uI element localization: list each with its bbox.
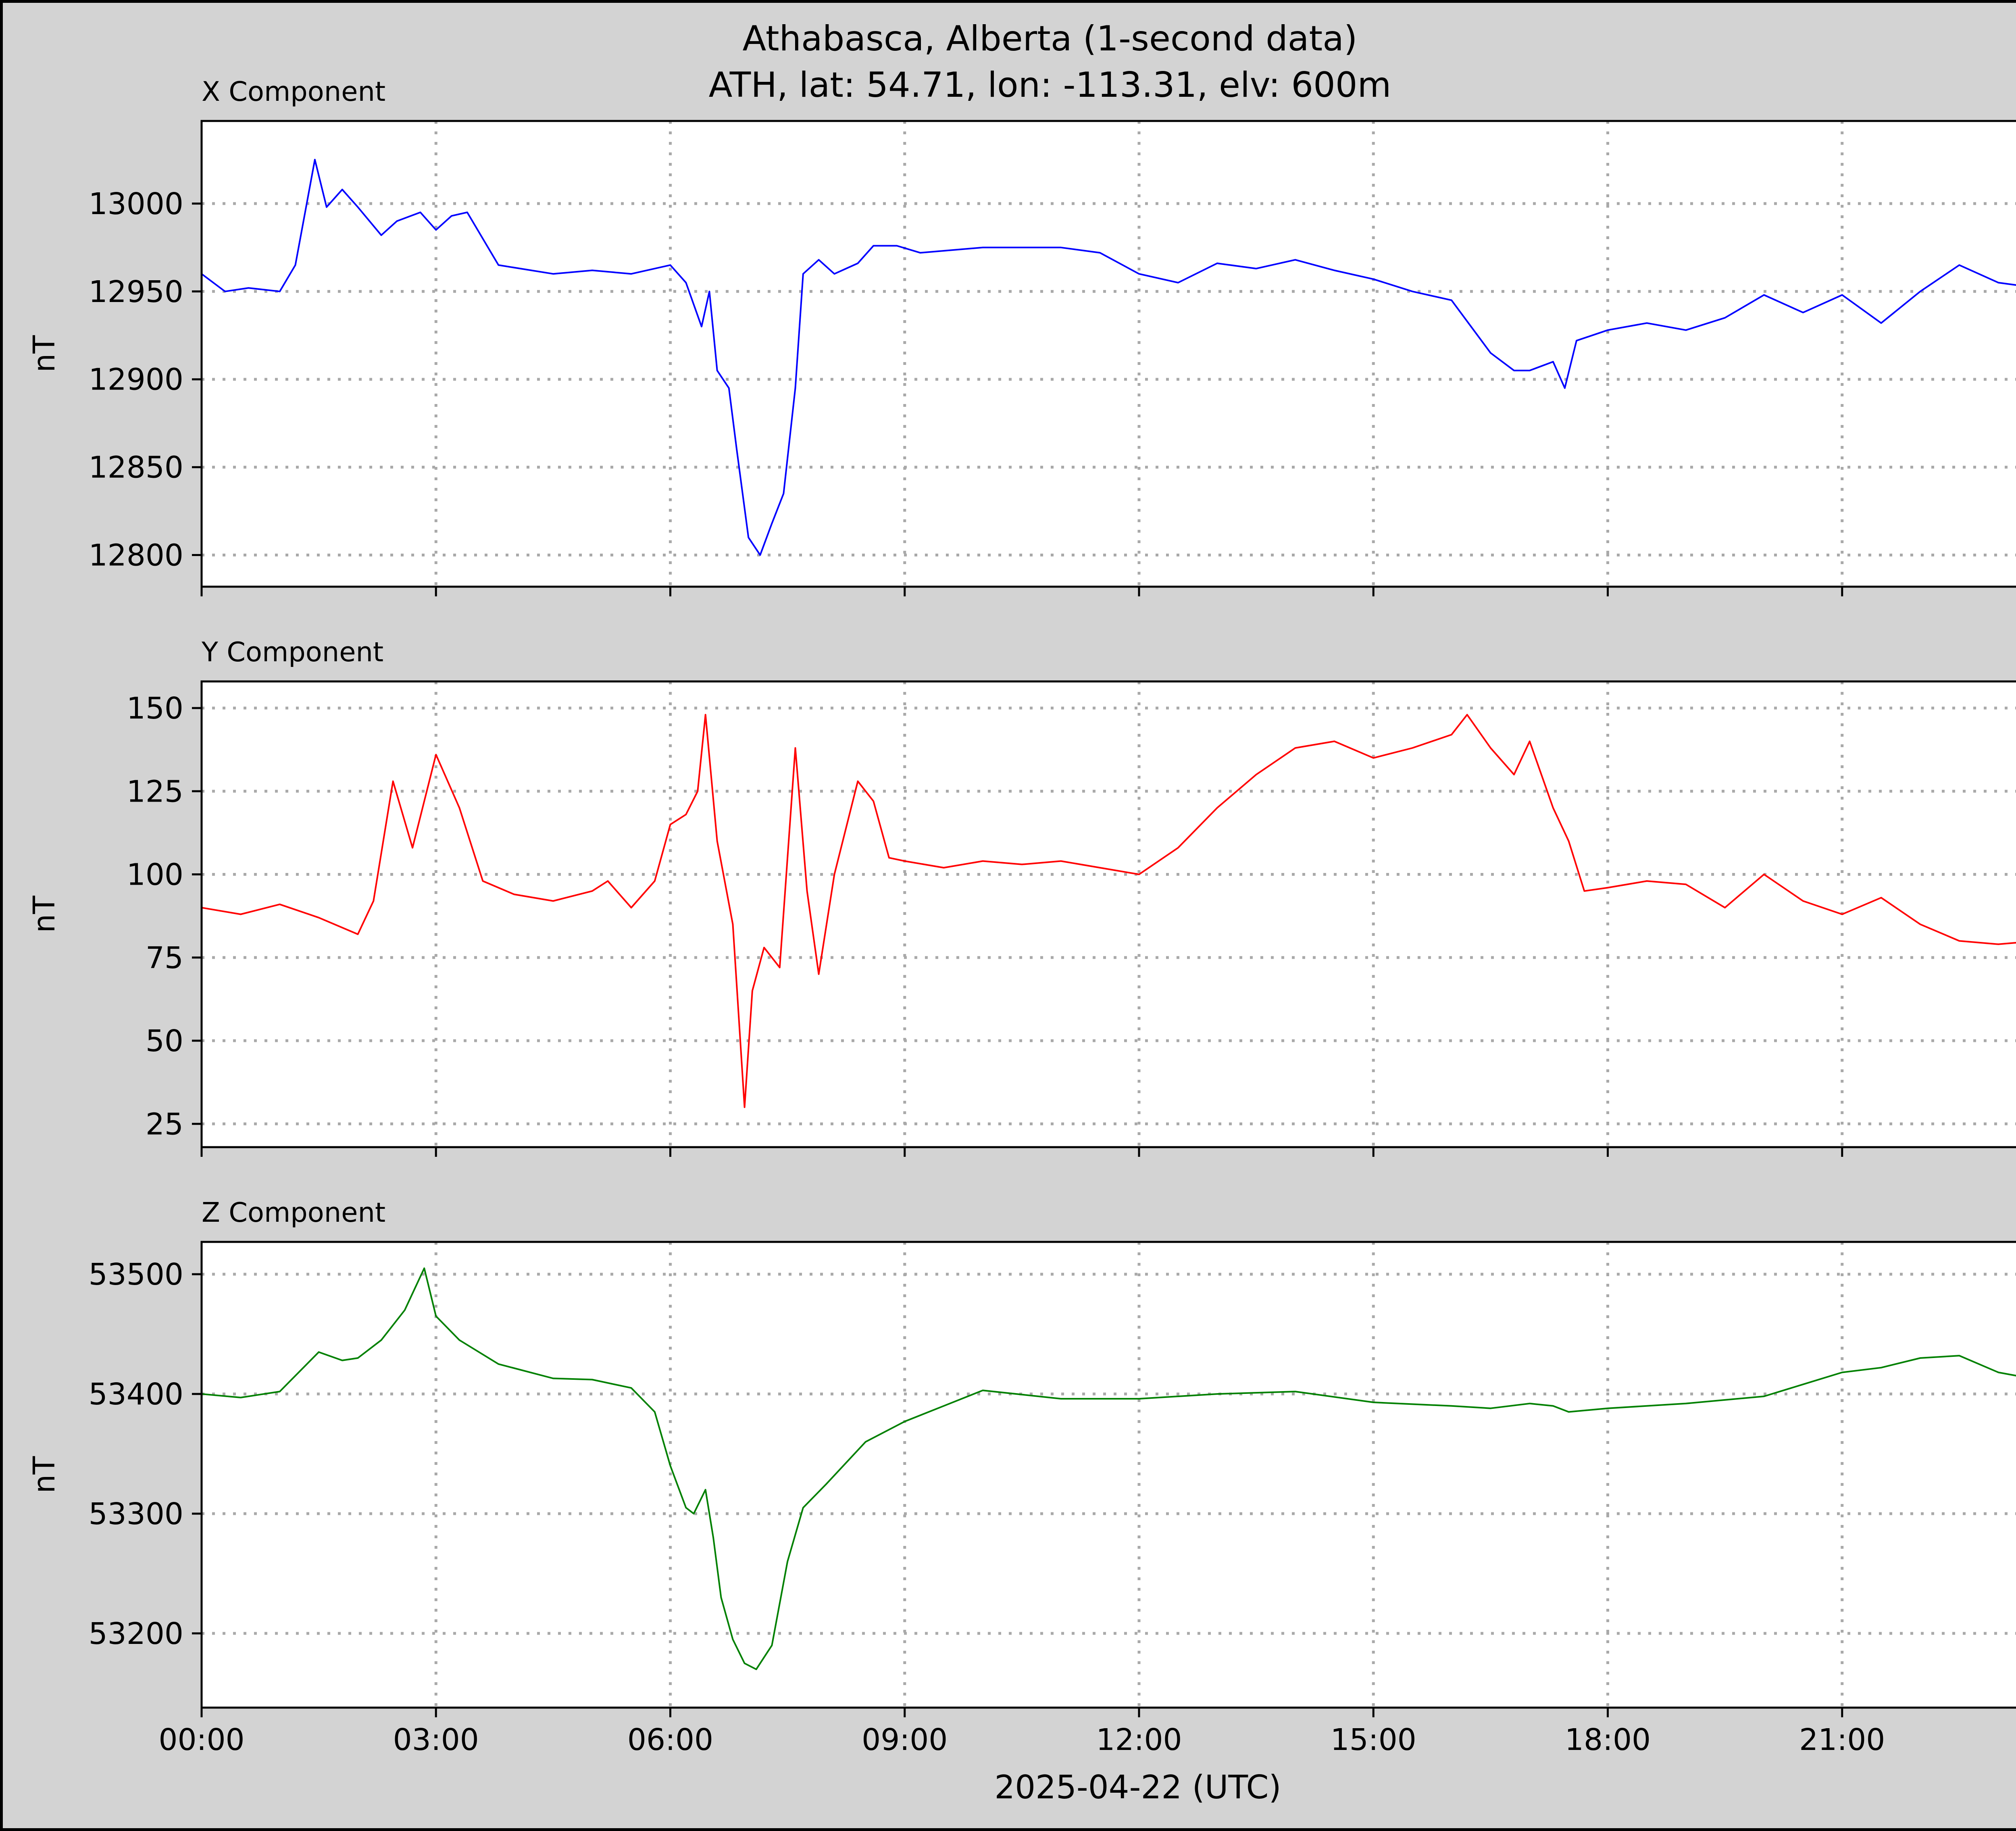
y-tick-label: 50 bbox=[146, 1024, 183, 1058]
panel-title-y: Y Component bbox=[201, 636, 383, 668]
y-tick-label: 53300 bbox=[89, 1497, 183, 1531]
y-tick-label: 13000 bbox=[89, 187, 183, 221]
y-tick-label: 53400 bbox=[89, 1377, 183, 1412]
chart-title-line2: ATH, lat: 54.71, lon: -113.31, elv: 600m bbox=[709, 65, 1391, 105]
plot-frame-y bbox=[200, 680, 2016, 1148]
x-tick-label: 00:00 bbox=[158, 1723, 244, 1757]
x-tick-label: 09:00 bbox=[862, 1723, 948, 1757]
panel-z: 53200 53300 53400 53500 Z Component nT 00:00 03… bbox=[27, 1197, 2016, 1757]
series-line-y bbox=[201, 714, 2016, 1108]
plot-frame-z bbox=[200, 1241, 2016, 1709]
x-tick-label: 21:00 bbox=[1799, 1723, 1885, 1757]
panel-title-x: X Component bbox=[202, 76, 385, 107]
panel-y: 25 50 75 100 125 150 Y Component nT bbox=[27, 636, 2016, 1157]
plot-area-x bbox=[202, 121, 2016, 587]
y-axis-label-z: nT bbox=[27, 1456, 62, 1494]
x-tick-label: 06:00 bbox=[627, 1723, 713, 1757]
y-tick-label: 12950 bbox=[89, 275, 183, 309]
plot-area-z bbox=[202, 1242, 2016, 1708]
y-tick-label: 12900 bbox=[89, 362, 183, 397]
series-line-z bbox=[201, 1267, 2016, 1670]
y-axis-label-y: nT bbox=[27, 896, 62, 933]
y-tick-label: 53500 bbox=[89, 1257, 183, 1292]
x-tick-label: 18:00 bbox=[1565, 1723, 1651, 1757]
x-tick-label: 03:00 bbox=[393, 1723, 479, 1757]
magnetometer-chart: Athabasca, Alberta (1-second data) ATH, … bbox=[27, 19, 2016, 1806]
y-tick-label: 12800 bbox=[89, 538, 183, 573]
y-tick-label: 25 bbox=[146, 1107, 183, 1142]
y-tick-label: 125 bbox=[127, 774, 183, 809]
chart-title-line1: Athabasca, Alberta (1-second data) bbox=[743, 19, 1358, 59]
y-tick-label: 150 bbox=[127, 691, 183, 726]
plot-area-y bbox=[202, 681, 2016, 1147]
plot-frame-x bbox=[200, 120, 2016, 588]
panel-x: 12800 12850 12900 12950 13000 X Component nT bbox=[27, 76, 2016, 596]
y-tick-label: 53200 bbox=[89, 1616, 183, 1651]
y-axis-label-x: nT bbox=[27, 335, 62, 373]
panel-title-z: Z Component bbox=[202, 1197, 385, 1228]
y-tick-label: 75 bbox=[146, 941, 183, 975]
x-axis-label: 2025-04-22 (UTC) bbox=[994, 1769, 1281, 1806]
y-tick-label: 100 bbox=[127, 858, 183, 892]
series-line-x bbox=[201, 158, 2016, 556]
x-tick-label: 15:00 bbox=[1331, 1723, 1416, 1757]
x-tick-label: 12:00 bbox=[1096, 1723, 1182, 1757]
y-tick-label: 12850 bbox=[89, 450, 183, 485]
